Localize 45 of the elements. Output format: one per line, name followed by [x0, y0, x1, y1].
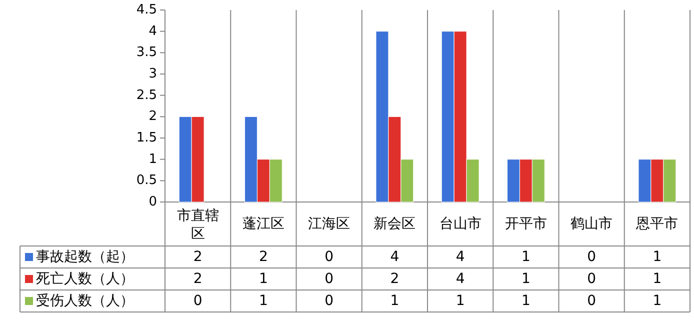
data-label: 0: [587, 249, 596, 265]
x-tick-label: 市直辖区: [176, 208, 219, 242]
x-tick-label: 恩平市: [635, 216, 678, 232]
x-tick-label: 鹤山市: [570, 216, 613, 232]
y-tick-label: 3.5: [136, 45, 157, 60]
data-label: 0: [587, 271, 596, 287]
y-tick-label: 0: [148, 194, 157, 210]
y-tick-label: 4.5: [136, 2, 157, 18]
data-label: 0: [324, 271, 334, 287]
data-label: 0: [193, 293, 202, 309]
data-label: 1: [521, 271, 530, 287]
data-label: 4: [390, 249, 400, 265]
data-label: 1: [521, 293, 530, 309]
y-tick-label: 2: [148, 109, 157, 124]
data-label: 1: [652, 271, 662, 287]
data-label: 4: [456, 271, 465, 287]
data-label: 0: [587, 293, 596, 309]
legend-label: 死亡人数（人）: [36, 271, 134, 287]
y-tick-label: 2.5: [136, 88, 157, 103]
y-tick-label: 1: [148, 152, 157, 167]
data-label: 2: [258, 249, 268, 265]
x-tick-label: 台山市: [439, 216, 482, 232]
data-label: 0: [324, 293, 334, 309]
x-tick-label: 江海区: [308, 216, 350, 232]
data-label: 1: [456, 293, 465, 309]
data-label: 4: [456, 249, 465, 265]
y-tick-label: 1.5: [136, 130, 157, 146]
data-label: 2: [193, 249, 202, 265]
data-label: 2: [390, 271, 400, 287]
legend-label: 事故起数（起）: [36, 249, 134, 265]
y-tick-label: 3: [148, 66, 157, 82]
x-tick-label: 新会区: [374, 216, 416, 232]
x-tick-label: 蓬江区: [242, 216, 284, 232]
data-label: 1: [652, 249, 662, 265]
data-label: 2: [193, 271, 202, 287]
data-label: 1: [521, 249, 530, 265]
data-label: 1: [258, 293, 268, 309]
data-label: 1: [390, 293, 400, 309]
data-label: 1: [652, 293, 662, 309]
y-tick-label: 0.5: [136, 173, 157, 188]
data-label: 1: [258, 271, 268, 287]
y-tick-label: 4: [148, 24, 157, 39]
legend-label: 受伤人数（人）: [36, 293, 134, 309]
x-tick-label: 开平市: [504, 216, 547, 232]
data-label: 0: [324, 249, 334, 265]
